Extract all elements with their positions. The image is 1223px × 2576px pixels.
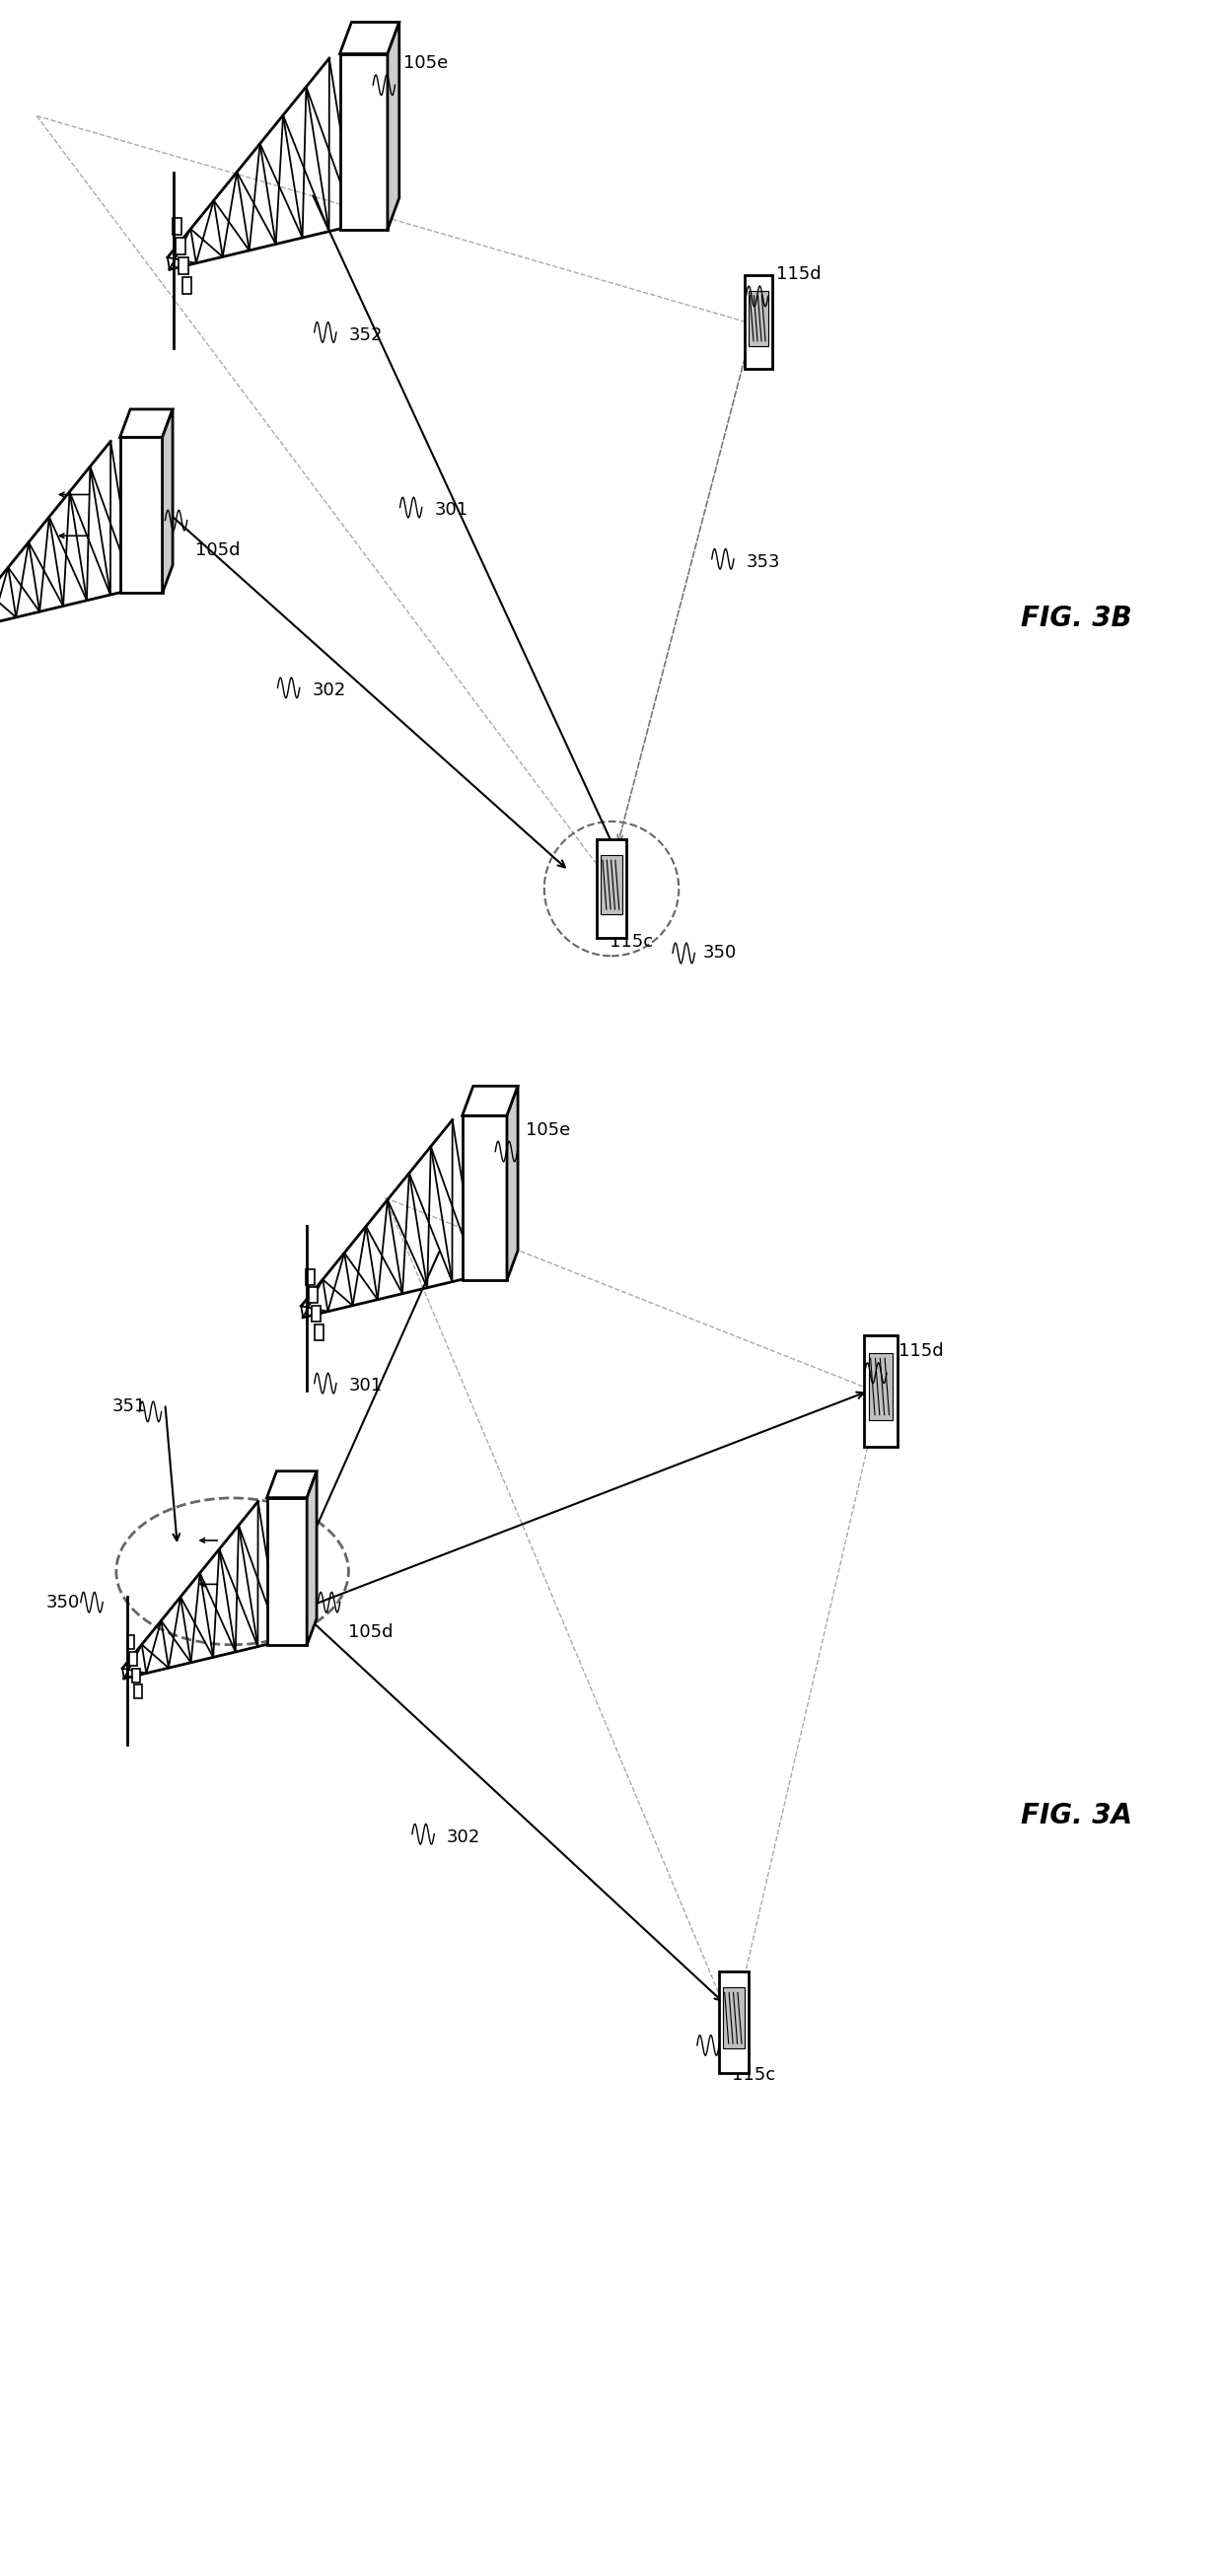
Text: FIG. 3B: FIG. 3B <box>1021 605 1131 631</box>
Polygon shape <box>597 840 626 938</box>
Text: FIG. 3A: FIG. 3A <box>1020 1803 1132 1829</box>
Polygon shape <box>462 1087 517 1115</box>
Polygon shape <box>120 410 172 438</box>
Polygon shape <box>176 237 185 255</box>
Polygon shape <box>462 1115 508 1280</box>
Text: 351: 351 <box>113 1399 147 1417</box>
Polygon shape <box>745 276 772 368</box>
Polygon shape <box>135 1685 142 1698</box>
Text: 302: 302 <box>446 1829 481 1847</box>
Text: 115d: 115d <box>777 265 822 283</box>
Polygon shape <box>120 438 163 592</box>
Polygon shape <box>863 1334 896 1448</box>
Polygon shape <box>312 1306 320 1321</box>
Polygon shape <box>388 23 399 229</box>
Polygon shape <box>132 1669 139 1682</box>
Text: 105d: 105d <box>349 1623 394 1641</box>
Polygon shape <box>314 1324 323 1340</box>
Polygon shape <box>127 1636 135 1649</box>
Polygon shape <box>267 1471 317 1497</box>
Text: 301: 301 <box>349 1378 383 1396</box>
Polygon shape <box>306 1270 314 1285</box>
Text: 352: 352 <box>349 327 383 345</box>
Text: 350: 350 <box>703 945 737 961</box>
Polygon shape <box>172 219 182 234</box>
Text: 350: 350 <box>46 1595 81 1610</box>
Text: 105e: 105e <box>526 1121 570 1139</box>
Polygon shape <box>748 291 768 345</box>
Text: 301: 301 <box>434 502 468 520</box>
Polygon shape <box>163 410 172 592</box>
Text: 302: 302 <box>312 683 346 701</box>
Polygon shape <box>868 1352 893 1419</box>
Text: 105d: 105d <box>196 541 241 559</box>
Text: 115c: 115c <box>731 2066 775 2084</box>
Polygon shape <box>267 1497 307 1646</box>
Text: 115d: 115d <box>899 1342 944 1360</box>
Polygon shape <box>340 54 388 229</box>
Polygon shape <box>719 1971 748 2074</box>
Text: 105e: 105e <box>404 54 448 72</box>
Text: 115c: 115c <box>609 933 653 951</box>
Polygon shape <box>508 1087 517 1280</box>
Polygon shape <box>600 855 623 914</box>
Polygon shape <box>307 1471 317 1646</box>
Polygon shape <box>723 1989 745 2048</box>
Polygon shape <box>340 23 399 54</box>
Polygon shape <box>179 258 188 273</box>
Polygon shape <box>182 276 191 294</box>
Polygon shape <box>130 1651 137 1667</box>
Polygon shape <box>309 1288 318 1303</box>
Text: 353: 353 <box>746 554 780 572</box>
